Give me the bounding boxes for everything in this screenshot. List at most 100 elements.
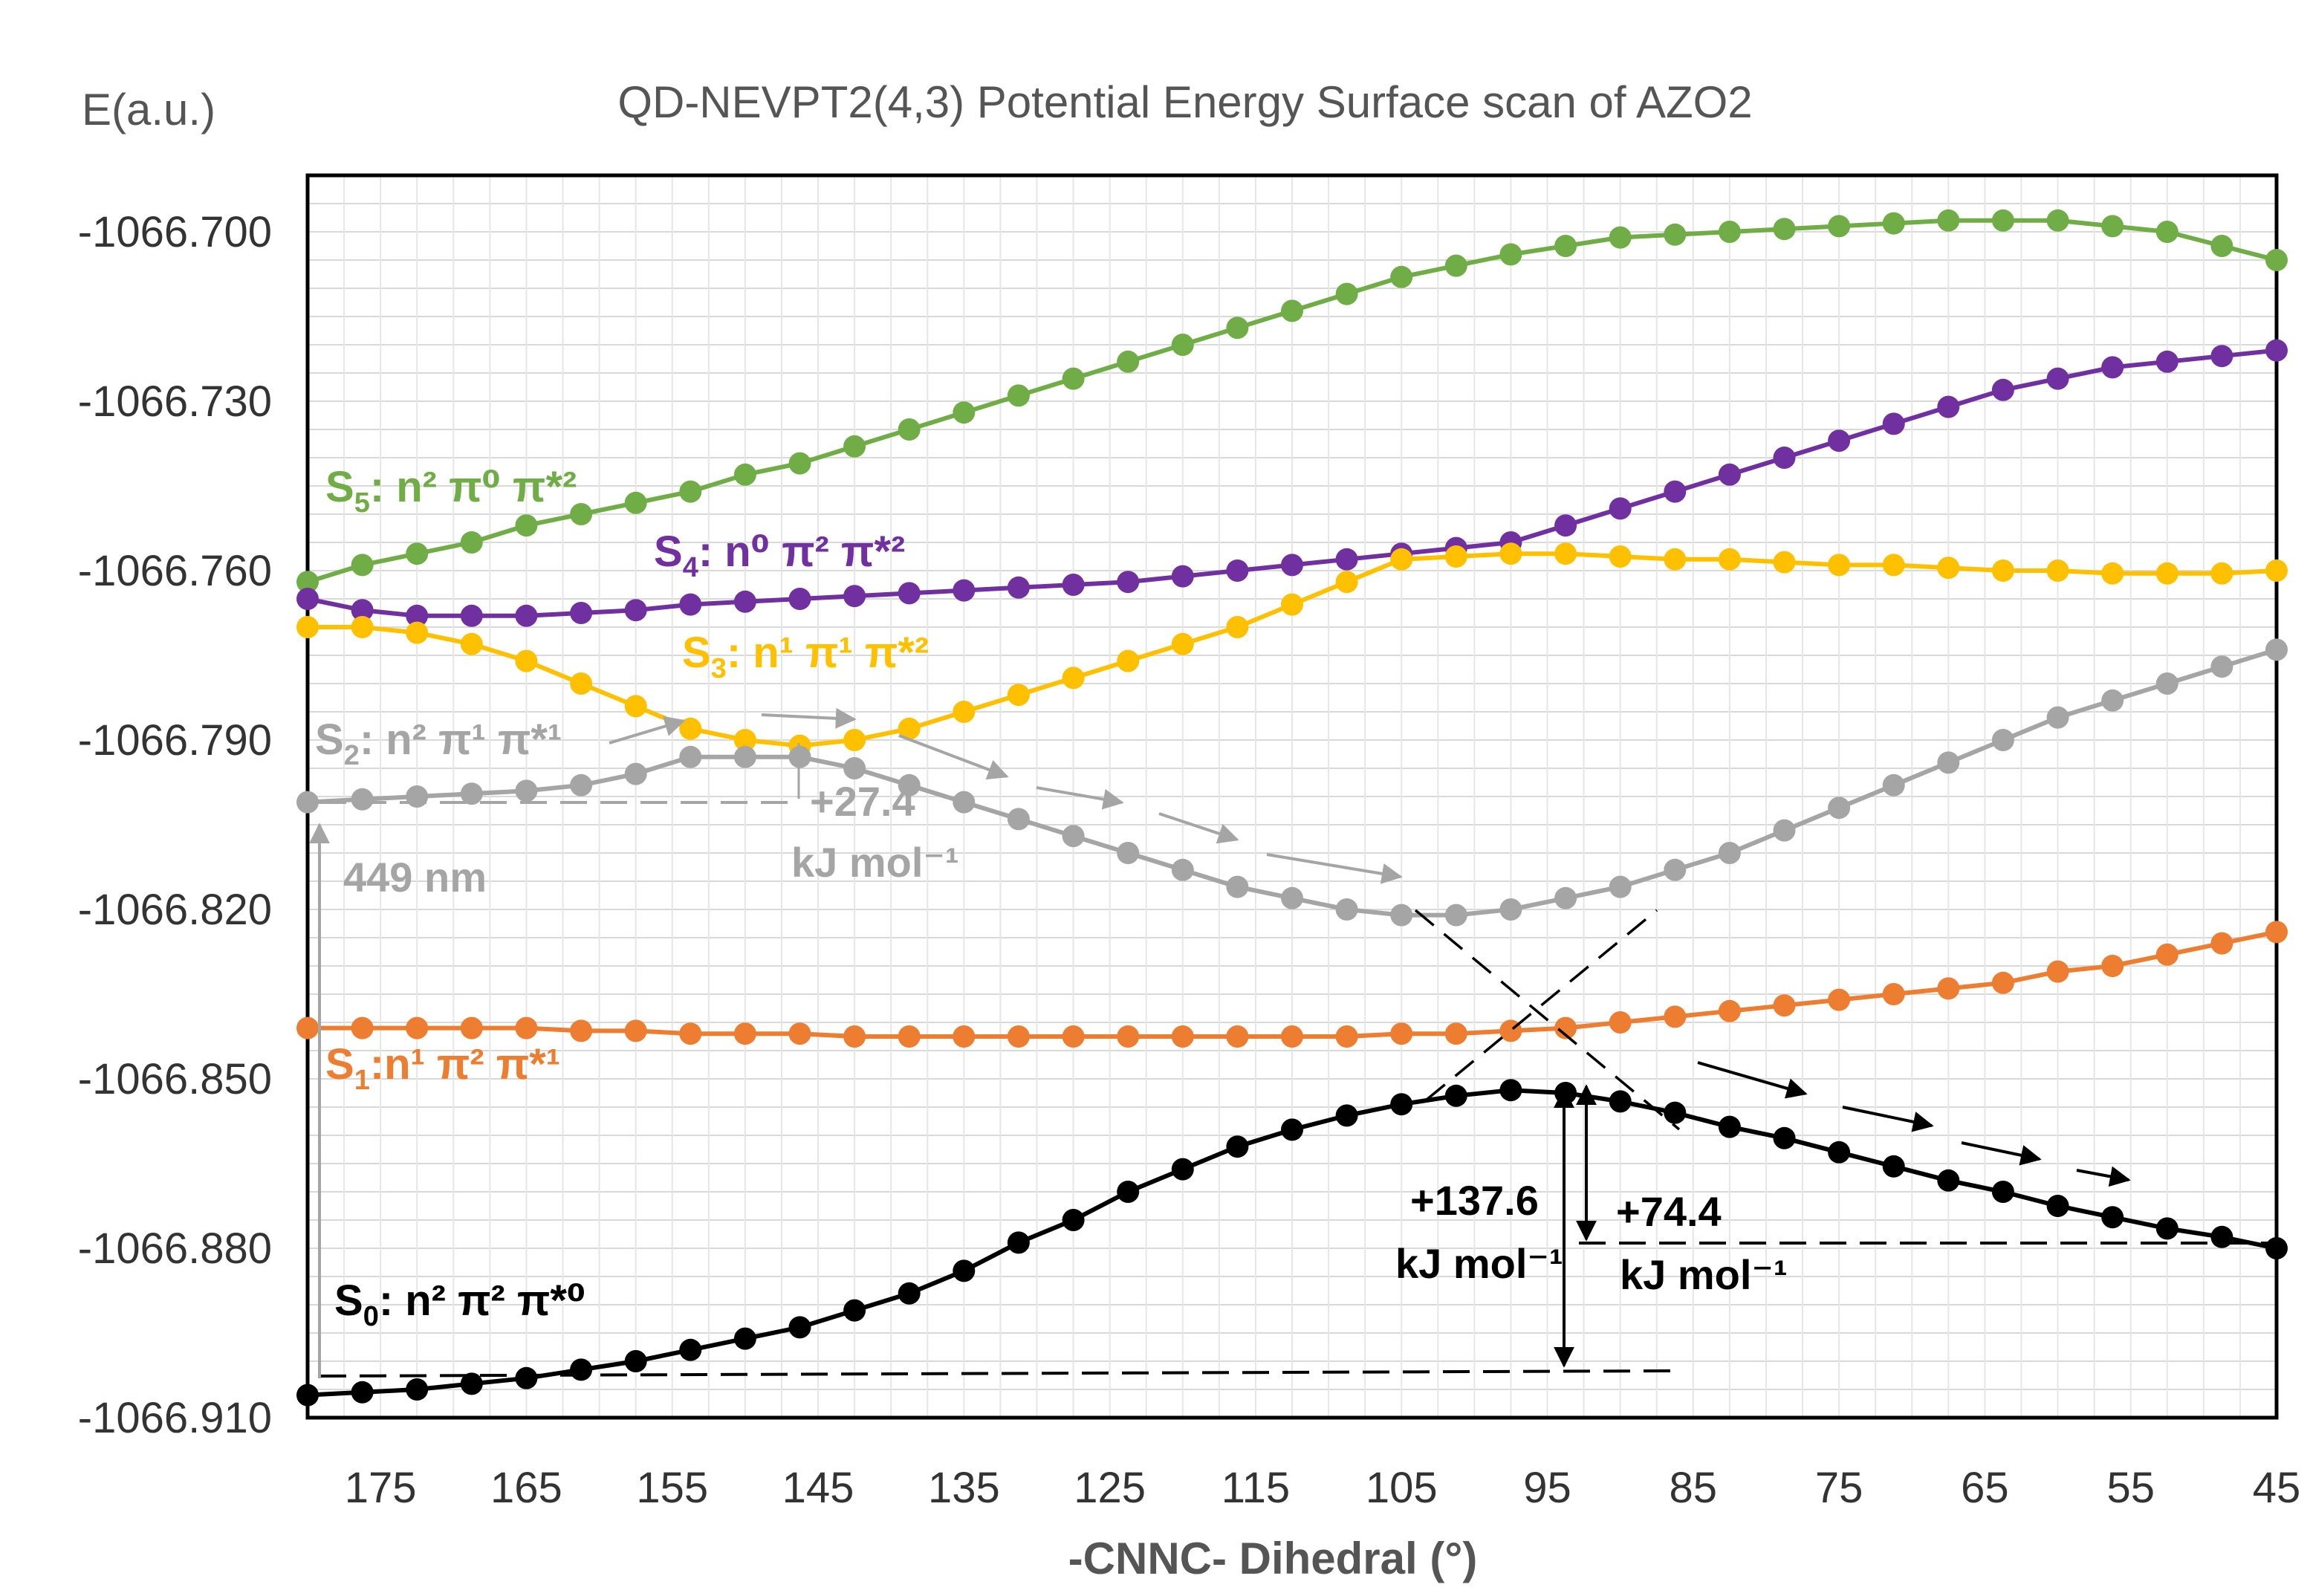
- x-tick-label: 165: [490, 1464, 562, 1512]
- chart-title: QD-NEVPT2(4,3) Potential Energy Surface …: [617, 77, 1752, 127]
- data-point: [515, 649, 538, 672]
- relax-value: +74.4: [1616, 1188, 1722, 1235]
- data-point: [843, 1299, 866, 1322]
- data-point: [953, 791, 976, 814]
- data-point: [1991, 729, 2014, 751]
- data-point: [2265, 559, 2288, 582]
- data-point: [296, 616, 319, 638]
- data-point: [1226, 317, 1249, 340]
- data-point: [1554, 542, 1577, 565]
- data-point: [2265, 1237, 2288, 1259]
- data-point: [1609, 1011, 1632, 1034]
- data-point: [1062, 574, 1085, 596]
- data-point: [2046, 559, 2069, 582]
- data-point: [733, 729, 756, 751]
- series-s0: [296, 1079, 2288, 1407]
- data-point: [898, 582, 921, 605]
- x-tick-labels: 175 165 155 145 135 125 115 105 95 85 75 65 55 45: [345, 1464, 2301, 1512]
- data-point: [1664, 480, 1687, 503]
- y-tick-label: -1066.760: [78, 547, 272, 595]
- data-point: [2155, 943, 2178, 966]
- data-point: [1882, 212, 1905, 235]
- data-point: [624, 491, 647, 514]
- x-tick-label: 175: [345, 1464, 417, 1512]
- data-point: [1226, 1025, 1249, 1048]
- s2-barrier-value: +27.4: [810, 778, 915, 825]
- data-point: [624, 695, 647, 718]
- data-point: [1882, 983, 1905, 1005]
- data-point: [1991, 1181, 2014, 1203]
- y-tick-label: -1066.700: [78, 208, 272, 256]
- data-point: [679, 745, 702, 768]
- data-point: [898, 773, 921, 797]
- s0-barrier-value: +137.6: [1410, 1177, 1539, 1224]
- data-point: [1718, 1115, 1741, 1138]
- data-point: [1554, 1016, 1577, 1039]
- x-tick-label: 55: [2106, 1464, 2155, 1512]
- data-point: [1499, 1079, 1522, 1102]
- y-tick-label: -1066.820: [78, 886, 272, 934]
- data-point: [296, 1383, 319, 1407]
- data-point: [2210, 235, 2233, 257]
- data-point: [1390, 1093, 1413, 1116]
- data-point: [1171, 565, 1194, 588]
- data-point: [351, 1016, 374, 1039]
- data-point: [1991, 971, 2014, 994]
- reaction-path-arrows: [609, 707, 2131, 1187]
- relax-unit: kJ mol⁻¹: [1620, 1251, 1788, 1298]
- x-axis-title: -CNNC- Dihedral (°): [1068, 1534, 1478, 1583]
- data-point: [1390, 265, 1413, 288]
- data-point: [1444, 1084, 1467, 1107]
- data-point: [515, 1016, 538, 1039]
- label-s3: S3: n¹ π¹ π*²: [682, 629, 929, 684]
- data-point: [1773, 1126, 1796, 1149]
- series-s2: [296, 638, 2288, 927]
- data-point: [460, 604, 483, 627]
- data-point: [1335, 898, 1358, 921]
- data-point: [1773, 551, 1796, 574]
- excitation-label: 449 nm: [343, 854, 487, 901]
- data-point: [1773, 819, 1796, 842]
- data-point: [2101, 215, 2124, 238]
- x-tick-label: 75: [1815, 1464, 1863, 1512]
- data-point: [2046, 1195, 2069, 1217]
- data-point: [1554, 235, 1577, 257]
- data-point: [406, 621, 429, 644]
- data-point: [953, 401, 976, 424]
- data-point: [1991, 559, 2014, 582]
- data-point: [460, 531, 483, 554]
- data-point: [1007, 808, 1030, 831]
- data-point: [1117, 350, 1140, 373]
- data-point: [1499, 898, 1522, 921]
- data-point: [1554, 886, 1577, 909]
- label-s2: S2: n² π¹ π*¹: [315, 716, 562, 771]
- data-point: [733, 745, 756, 768]
- x-tick-label: 85: [1670, 1464, 1718, 1512]
- data-point: [570, 773, 593, 797]
- data-point: [1773, 994, 1796, 1017]
- label-s5: S5: n² π⁰ π*²: [325, 463, 577, 519]
- data-point: [679, 593, 702, 616]
- x-tick-label: 125: [1074, 1464, 1146, 1512]
- crossing-dash-1: [1414, 909, 1681, 1131]
- data-point: [2210, 655, 2233, 678]
- data-point: [2265, 339, 2288, 362]
- data-point: [679, 1338, 702, 1361]
- data-point: [1554, 1082, 1577, 1104]
- label-s1: S1:n¹ π² π*¹: [325, 1040, 560, 1096]
- data-point: [1718, 999, 1741, 1022]
- data-point: [1718, 842, 1741, 864]
- data-point: [515, 514, 538, 537]
- data-point: [788, 588, 811, 610]
- data-point: [1335, 282, 1358, 305]
- data-point: [1554, 514, 1577, 537]
- data-point: [1499, 542, 1522, 565]
- data-point: [2155, 672, 2178, 695]
- data-point: [2046, 706, 2069, 729]
- data-point: [570, 1358, 593, 1381]
- x-tick-label: 115: [1221, 1464, 1290, 1512]
- data-point: [1390, 1022, 1413, 1045]
- data-point: [1444, 254, 1467, 277]
- data-point: [1773, 218, 1796, 241]
- data-point: [788, 452, 811, 475]
